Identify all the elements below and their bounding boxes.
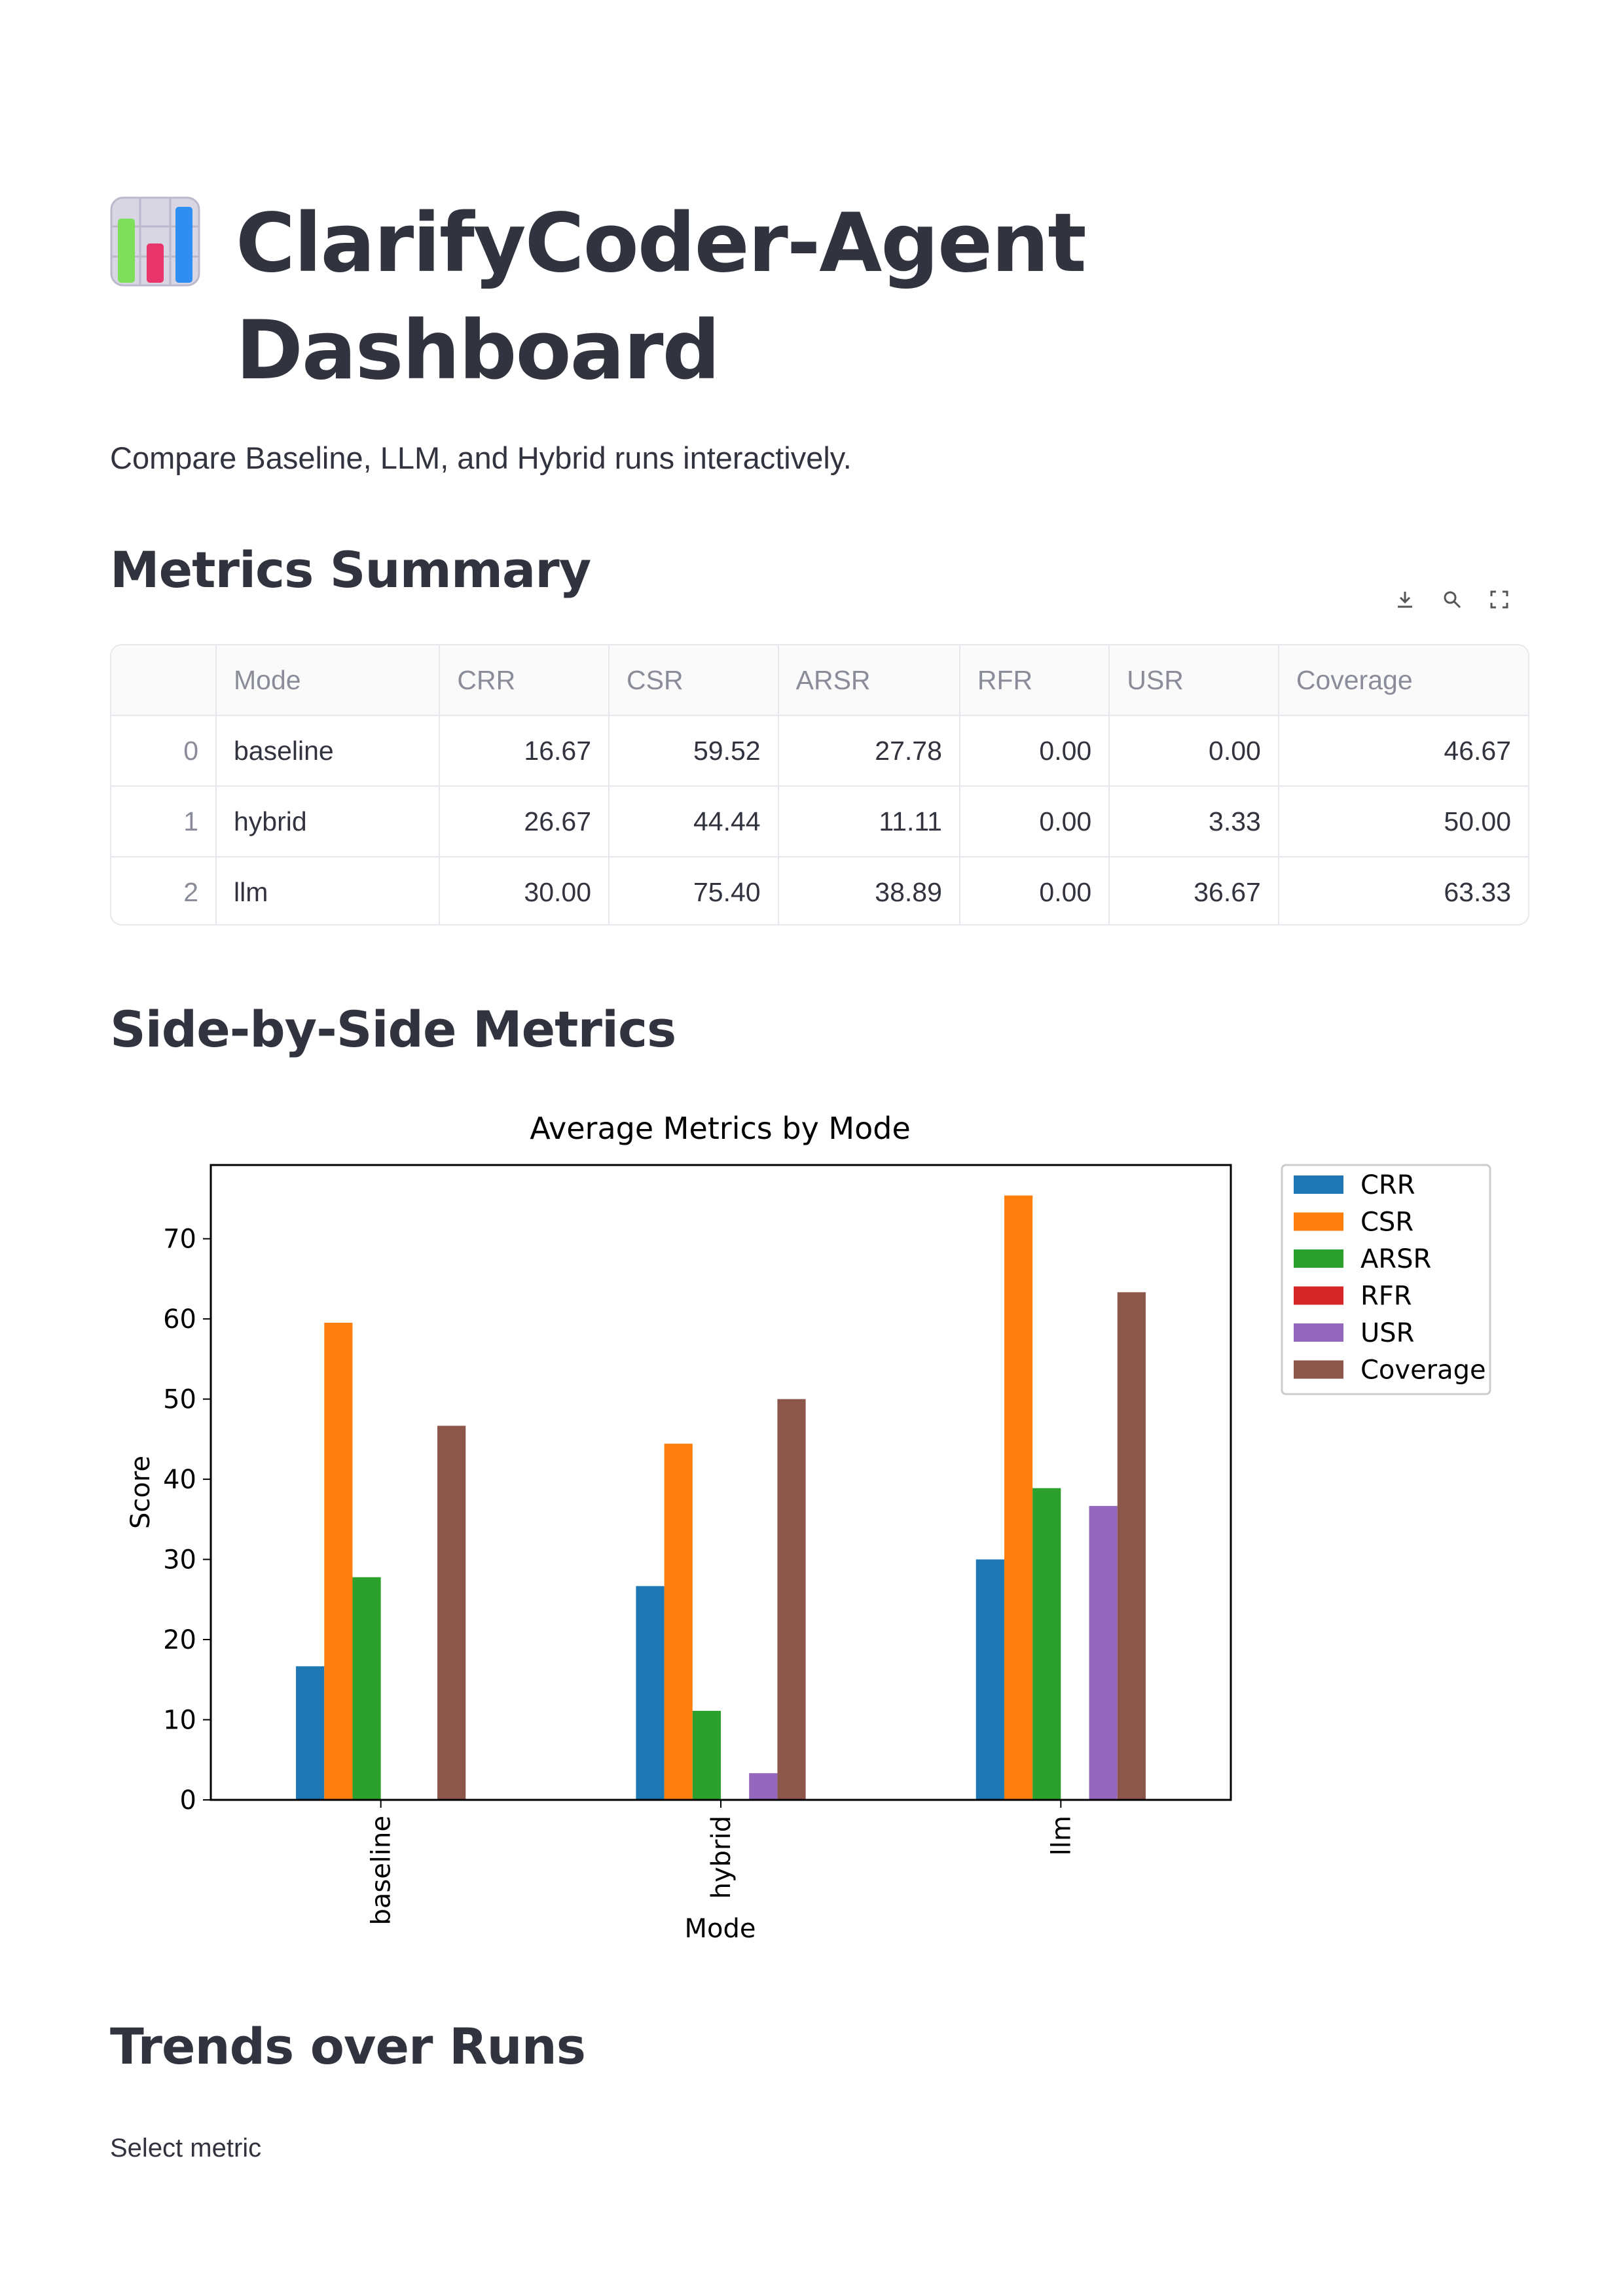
- table-cell[interactable]: 0.00: [959, 857, 1110, 924]
- table-cell[interactable]: 1: [111, 786, 217, 857]
- bar-arsr-hybrid: [692, 1710, 721, 1800]
- table-cell[interactable]: baseline: [216, 715, 441, 787]
- bar-coverage-hybrid: [777, 1399, 806, 1800]
- table-cell[interactable]: 46.67: [1278, 715, 1528, 787]
- x-tick-label: hybrid: [706, 1816, 737, 1899]
- legend-swatch-crr: [1294, 1175, 1343, 1194]
- table-cell[interactable]: hybrid: [216, 786, 441, 857]
- plot-frame: [210, 1164, 1232, 1801]
- column-header-rfr[interactable]: RFR: [959, 645, 1110, 716]
- metrics-bar-chart: Average Metrics by Mode Score Mode basel…: [126, 1111, 1491, 1944]
- table-cell[interactable]: 36.67: [1109, 857, 1279, 924]
- y-tick-label: 60: [163, 1304, 196, 1335]
- table-cell[interactable]: 0.00: [1109, 715, 1279, 787]
- bar-arsr-llm: [1032, 1488, 1061, 1800]
- x-axis-label: Mode: [685, 1914, 756, 1944]
- trends-heading: Trends over Runs: [110, 2017, 586, 2075]
- table-row: 2 llm 30.00 75.40 38.89 0.00 36.67 63.33: [111, 857, 1528, 924]
- chart-title: Average Metrics by Mode: [530, 1111, 911, 1146]
- bar-chart-icon: [110, 196, 200, 287]
- table-cell[interactable]: llm: [216, 857, 441, 924]
- page-subtitle: Compare Baseline, LLM, and Hybrid runs i…: [110, 440, 852, 475]
- table-cell[interactable]: 75.40: [609, 857, 779, 924]
- table-cell[interactable]: 50.00: [1278, 786, 1528, 857]
- table-row: 1 hybrid 26.67 44.44 11.11 0.00 3.33 50.…: [111, 786, 1528, 857]
- bar-csr-llm: [1004, 1195, 1033, 1800]
- download-icon[interactable]: [1393, 588, 1417, 611]
- column-header-crr[interactable]: CRR: [439, 645, 610, 716]
- bar-crr-hybrid: [636, 1586, 665, 1800]
- bar-coverage-baseline: [437, 1426, 466, 1800]
- select-metric-label: Select metric: [110, 2134, 262, 2162]
- search-icon[interactable]: [1440, 588, 1464, 611]
- column-header-usr[interactable]: USR: [1109, 645, 1279, 716]
- x-tick-label: llm: [1046, 1816, 1076, 1856]
- table-cell[interactable]: 0.00: [959, 715, 1110, 787]
- x-tick-label: baseline: [367, 1816, 397, 1926]
- legend-swatch-usr: [1294, 1323, 1343, 1342]
- table-cell[interactable]: 26.67: [439, 786, 610, 857]
- table-cell[interactable]: 11.11: [778, 786, 960, 857]
- fullscreen-icon[interactable]: [1487, 588, 1511, 611]
- table-cell[interactable]: 16.67: [439, 715, 610, 787]
- table-cell[interactable]: 30.00: [439, 857, 610, 924]
- legend-label-usr: USR: [1360, 1318, 1414, 1348]
- bar-csr-baseline: [324, 1323, 353, 1800]
- table-cell[interactable]: 27.78: [778, 715, 960, 787]
- y-tick-label: 0: [180, 1785, 196, 1816]
- y-tick-label: 50: [163, 1385, 196, 1415]
- column-header-index[interactable]: [111, 645, 217, 716]
- table-cell[interactable]: 2: [111, 857, 217, 924]
- legend-swatch-arsr: [1294, 1249, 1343, 1268]
- legend-swatch-csr: [1294, 1212, 1343, 1231]
- metrics-summary-heading: Metrics Summary: [110, 541, 591, 599]
- table-cell[interactable]: 59.52: [609, 715, 779, 787]
- table-cell[interactable]: 63.33: [1444, 876, 1511, 907]
- legend-swatch-rfr: [1294, 1286, 1343, 1305]
- page-title: ClarifyCoder-Agent Dashboard: [236, 196, 1087, 398]
- side-by-side-heading: Side-by-Side Metrics: [110, 1000, 676, 1058]
- bar-arsr-baseline: [352, 1577, 381, 1800]
- y-tick-label: 70: [163, 1225, 196, 1255]
- bar-usr-llm: [1089, 1505, 1118, 1800]
- bar-crr-baseline: [296, 1666, 325, 1800]
- table-row: 0 baseline 16.67 59.52 27.78 0.00 0.00 4…: [111, 715, 1528, 787]
- legend-label-arsr: ARSR: [1360, 1244, 1431, 1274]
- column-header-mode[interactable]: Mode: [216, 645, 441, 716]
- y-tick-label: 40: [163, 1465, 196, 1495]
- legend-label-coverage: Coverage: [1360, 1355, 1486, 1386]
- column-header-csr[interactable]: CSR: [609, 645, 779, 716]
- table-cell[interactable]: 0.00: [959, 786, 1110, 857]
- legend-label-csr: CSR: [1360, 1208, 1413, 1238]
- y-tick-label: 20: [163, 1625, 196, 1655]
- legend-label-rfr: RFR: [1360, 1282, 1412, 1312]
- legend-swatch-coverage: [1294, 1360, 1343, 1379]
- table-toolbar: [1393, 588, 1511, 611]
- table-cell[interactable]: 0: [111, 715, 217, 787]
- bar-usr-hybrid: [749, 1773, 778, 1800]
- table-cell[interactable]: 38.89: [778, 857, 960, 924]
- y-tick-label: 10: [163, 1706, 196, 1736]
- bar-crr-llm: [976, 1559, 1004, 1800]
- page-header: ClarifyCoder-Agent Dashboard: [110, 190, 1139, 404]
- legend-label-crr: CRR: [1360, 1170, 1415, 1200]
- metrics-table[interactable]: Mode CRR CSR ARSR RFR USR Coverage 0 bas…: [110, 644, 1529, 925]
- table-cell[interactable]: 3.33: [1109, 786, 1279, 857]
- column-header-coverage[interactable]: Coverage: [1278, 645, 1528, 716]
- y-axis-label: Score: [126, 1456, 156, 1529]
- y-tick-label: 30: [163, 1545, 196, 1575]
- bar-csr-hybrid: [664, 1443, 693, 1800]
- column-header-arsr[interactable]: ARSR: [778, 645, 960, 716]
- table-header-row: Mode CRR CSR ARSR RFR USR Coverage: [111, 645, 1528, 716]
- bar-coverage-llm: [1117, 1292, 1146, 1800]
- table-cell[interactable]: 44.44: [609, 786, 779, 857]
